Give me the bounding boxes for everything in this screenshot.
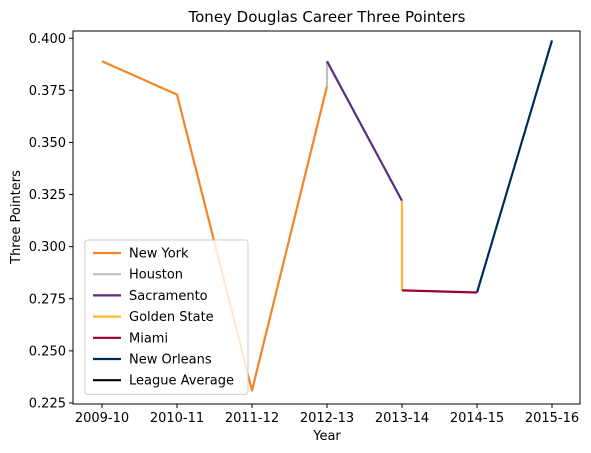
x-tick-label: 2012-13 xyxy=(300,411,354,426)
y-tick-label: 0.275 xyxy=(29,292,66,307)
x-tick-label: 2014-15 xyxy=(450,411,504,426)
series-line-4 xyxy=(401,289,478,294)
y-axis-label: Three Pointers xyxy=(9,170,24,265)
legend: New York Houston Sacramento Golden State Mia… xyxy=(84,239,249,395)
legend-box xyxy=(84,239,249,395)
y-tick-label: 0.350 xyxy=(29,136,66,151)
x-tick-label: 2010-11 xyxy=(150,411,204,426)
legend-label: New York xyxy=(129,247,189,262)
legend-label: Miami xyxy=(129,331,168,346)
x-tick-label: 2013-14 xyxy=(375,411,429,426)
y-tick-label: 0.400 xyxy=(29,32,66,47)
y-tick-label: 0.325 xyxy=(29,188,66,203)
x-tick-label: 2009-10 xyxy=(75,411,129,426)
legend-label: New Orleans xyxy=(129,353,212,368)
x-axis: 2009-10 2010-11 2011-12 2012-13 2013-14 2014-… xyxy=(75,404,579,426)
y-tick-label: 0.300 xyxy=(29,240,66,255)
x-tick-label: 2015-16 xyxy=(525,411,579,426)
y-tick-label: 0.375 xyxy=(29,84,66,99)
x-axis-label: Year xyxy=(312,429,341,444)
series-line-5 xyxy=(475,40,554,293)
legend-label: League Average xyxy=(129,374,234,389)
y-tick-label: 0.225 xyxy=(29,396,66,411)
series-line-2 xyxy=(326,60,403,202)
y-tick-label: 0.250 xyxy=(29,344,66,359)
legend-label: Golden State xyxy=(129,310,214,325)
y-axis: 0.225 0.250 0.275 0.300 0.325 0.350 0.375 0.400 xyxy=(29,32,73,411)
x-tick-label: 2011-12 xyxy=(225,411,279,426)
legend-label: Houston xyxy=(129,268,183,283)
chart-title: Toney Douglas Career Three Pointers xyxy=(188,8,466,26)
legend-label: Sacramento xyxy=(129,289,208,304)
